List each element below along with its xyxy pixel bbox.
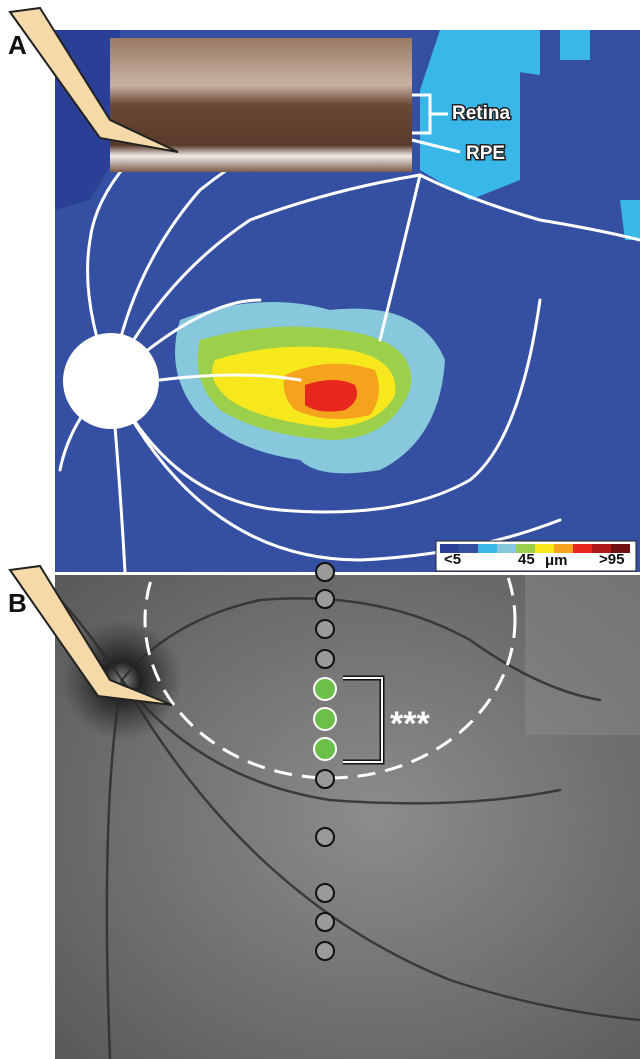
colorbar-min-label: <5: [444, 551, 461, 568]
colorbar-swatch: [478, 544, 497, 553]
panel-letter: B: [8, 588, 27, 618]
figure: Retina RPE <5 45 μm >95 A: [0, 0, 640, 1059]
panel-letter: A: [8, 30, 27, 60]
retina-label: Retina: [452, 103, 511, 124]
colorbar-swatch: [573, 544, 592, 553]
colorbar-mid-label: 45: [518, 551, 535, 568]
colorbar-max-label: >95: [599, 551, 624, 568]
significance-label: ***: [390, 705, 430, 743]
rpe-label: RPE: [466, 143, 505, 164]
map-region: [305, 380, 357, 412]
optic-disc: [63, 333, 159, 429]
image-tile: [525, 575, 640, 735]
colorbar-swatch: [459, 544, 478, 553]
colorbar-unit: μm: [545, 552, 568, 569]
oct-scan: [110, 38, 412, 172]
colorbar-swatch: [497, 544, 516, 553]
panel-a: Retina RPE <5 45 μm >95 A: [8, 8, 640, 572]
